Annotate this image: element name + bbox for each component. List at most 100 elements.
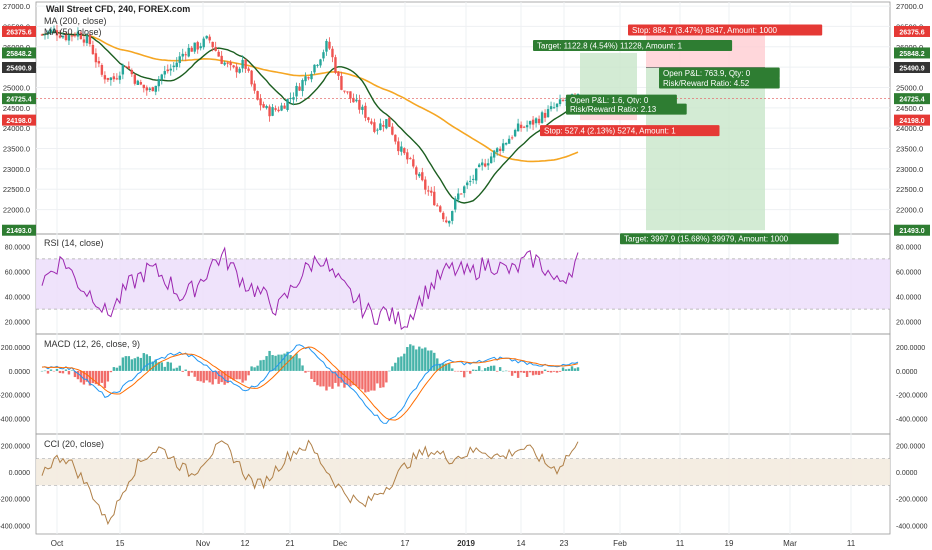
candle-body [477, 164, 481, 168]
candle-body [157, 79, 160, 87]
short-open-pl-label-bg [659, 67, 780, 79]
macd-histogram-bar [160, 362, 163, 371]
candle-body [295, 85, 298, 97]
short-stop-label: Stop: 884.7 (3.47%) 8847, Amount: 1000 [632, 26, 778, 35]
macd-histogram-bar [522, 370, 526, 373]
candle-body [217, 51, 220, 57]
macd-histogram-bar [64, 369, 68, 371]
candle-body [265, 106, 268, 109]
price-tick-left: 22500.0 [3, 185, 30, 194]
rsiPane-tick-left: 20.0000 [5, 320, 30, 327]
rsiPane-tick-left: 40.0000 [5, 295, 30, 302]
macd-histogram-bar [427, 350, 430, 371]
macd-histogram-bar [202, 370, 205, 383]
rsiPane-tick-right: 40.0000 [896, 295, 921, 302]
price-tag-left [2, 25, 36, 37]
price-tick-left: 22000.0 [3, 206, 30, 215]
time-tick-label: 17 [401, 539, 410, 548]
short-rr-label-bg [659, 77, 780, 89]
candle-body [385, 119, 388, 129]
candle-body [46, 31, 50, 35]
candle-body [298, 86, 301, 91]
macd-histogram-bar [328, 370, 331, 387]
candle-body [433, 191, 436, 206]
price-tag-right-label: 25490.9 [899, 65, 924, 72]
candle-body [223, 62, 226, 65]
macdPane-tick-right: 200.0000 [896, 345, 925, 352]
macd-histogram-bar [376, 370, 379, 384]
candle-body [205, 35, 208, 39]
macd-histogram-bar [564, 369, 568, 371]
macd-histogram-bar [265, 356, 268, 371]
candle-body [193, 42, 196, 52]
macd-histogram-bar [519, 370, 523, 373]
candle-body [340, 76, 343, 90]
candle-body [118, 75, 122, 80]
macd-histogram-bar [460, 370, 463, 372]
candle-body [256, 91, 259, 100]
macd-histogram-bar [412, 345, 415, 371]
candle-body [310, 73, 313, 80]
candles [40, 24, 580, 227]
macd-histogram-bar [172, 368, 175, 371]
candle-body [513, 129, 517, 137]
candle-body [127, 66, 131, 69]
macd-histogram-bar [343, 370, 346, 388]
macd-histogram-bar [391, 366, 394, 371]
candle-body [409, 158, 412, 160]
candle-body [313, 64, 316, 73]
macd-histogram-bar [567, 368, 571, 371]
candle-body [495, 148, 499, 153]
price-tag-left [2, 93, 36, 105]
candle-body [343, 90, 346, 92]
candle-body [43, 34, 47, 36]
candle-body [466, 182, 469, 186]
macd-histogram-bar [555, 370, 559, 373]
candle-body [576, 93, 580, 96]
candle-body [112, 76, 116, 80]
candle-body [528, 121, 532, 125]
macd-histogram-bar [112, 367, 116, 371]
candle-body [82, 39, 86, 43]
candle-body [52, 28, 56, 31]
candle-body [70, 35, 74, 37]
macd-histogram-bar [498, 367, 502, 371]
long-stop-label-bg [540, 125, 720, 137]
candle-body [226, 62, 229, 64]
macd-histogram-bar [310, 370, 313, 380]
candle-body [160, 74, 163, 80]
macd-histogram-bar [573, 368, 577, 371]
macd-histogram-bar [241, 370, 244, 383]
candle-body [268, 106, 271, 117]
macd-histogram-bar [382, 370, 385, 388]
candle-body [106, 77, 110, 80]
macd-histogram-bar [103, 370, 107, 389]
short-rr-label: Risk/Reward Ratio: 4.52 [663, 79, 750, 88]
macd-signal-line [41, 346, 579, 421]
candle-body [421, 172, 424, 181]
candle-body [91, 44, 95, 55]
price-tag-left [2, 47, 36, 59]
price-tag-left-label: 25490.9 [6, 65, 31, 72]
candle-body [103, 75, 107, 80]
candle-body [355, 99, 358, 102]
candle-body [448, 220, 451, 224]
candle-body [196, 42, 199, 50]
candle-body [133, 74, 137, 84]
rsiPane-tick-left: 60.0000 [5, 269, 30, 276]
candle-body [322, 52, 325, 59]
candle-body [451, 211, 454, 221]
macd-histogram-bar [492, 365, 496, 371]
macd-histogram-bar [226, 370, 229, 384]
macd-histogram-bar [133, 358, 137, 371]
candle-body [349, 91, 352, 99]
candle-body [412, 159, 415, 167]
candle-body [145, 87, 149, 91]
price-tick-right: 24000.0 [896, 124, 923, 133]
long-rr-label-bg [566, 103, 687, 115]
macd-histogram-bar [184, 369, 187, 371]
macd-histogram-bar [421, 348, 424, 371]
macd-histogram-bar [334, 370, 337, 383]
candle-body [64, 34, 68, 41]
